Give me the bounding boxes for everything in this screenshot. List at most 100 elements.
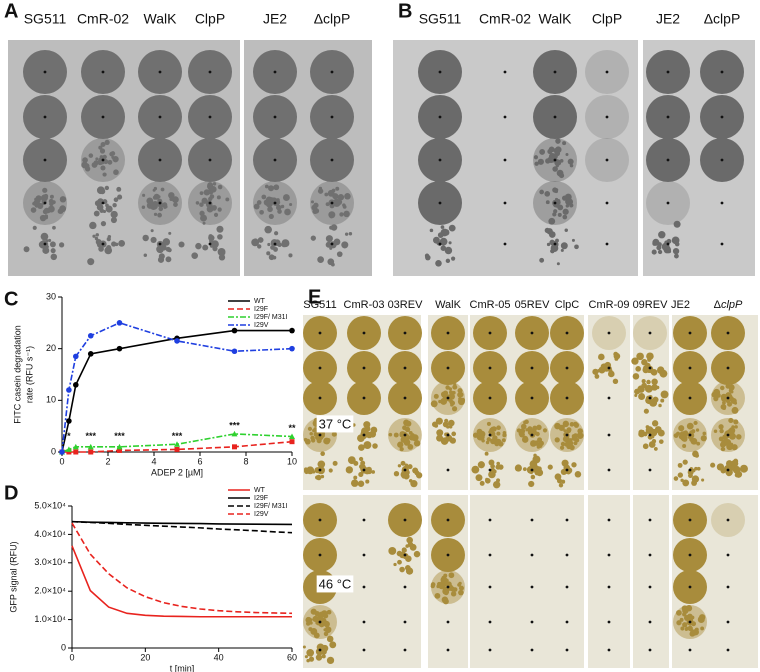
colony	[49, 194, 54, 199]
colony	[326, 609, 332, 615]
inoculation-dot	[553, 242, 557, 246]
colony	[492, 435, 498, 441]
colony	[372, 443, 378, 449]
colony	[49, 201, 54, 207]
inoculation-dot	[607, 553, 611, 557]
colony	[560, 468, 567, 476]
panel-label: A	[4, 0, 18, 22]
colony	[537, 466, 542, 472]
colony	[281, 241, 288, 248]
colony	[334, 203, 338, 207]
colony	[496, 425, 501, 431]
panel-label: B	[398, 0, 412, 22]
colony	[520, 423, 527, 430]
inoculation-dot	[403, 518, 407, 522]
colony	[539, 189, 545, 195]
colony	[59, 196, 67, 203]
colony	[519, 431, 525, 438]
colony	[442, 229, 450, 236]
marker	[117, 447, 122, 453]
colony	[437, 232, 444, 238]
colony	[533, 155, 539, 160]
colony	[696, 466, 701, 471]
colony	[720, 446, 726, 452]
series-line	[61, 321, 293, 453]
colony	[697, 616, 705, 624]
colony	[529, 471, 533, 475]
colony	[85, 166, 91, 172]
colony	[153, 193, 160, 200]
colony	[264, 225, 272, 234]
colony	[332, 460, 338, 466]
marker	[59, 449, 65, 455]
colony	[318, 611, 326, 619]
colony	[39, 214, 47, 222]
colony	[451, 431, 457, 437]
colony	[111, 155, 115, 159]
colony	[502, 433, 507, 438]
y-tick-label: 1.0×10⁴	[34, 614, 66, 624]
colony	[554, 188, 559, 192]
colony	[445, 385, 450, 390]
marker	[174, 441, 180, 447]
colony	[694, 453, 700, 458]
colony	[256, 200, 262, 205]
colony	[199, 210, 205, 216]
colony	[320, 451, 325, 457]
colony	[306, 466, 315, 475]
colony	[481, 439, 485, 443]
colony	[344, 193, 351, 200]
strain-label: CmR-05	[470, 299, 511, 311]
colony	[99, 188, 106, 195]
inoculation-dot	[565, 553, 569, 557]
marker	[174, 446, 180, 452]
colony	[739, 464, 748, 473]
colony	[310, 435, 315, 441]
inoculation-dot	[446, 620, 450, 624]
colony	[522, 467, 527, 472]
colony	[592, 368, 599, 375]
colony	[91, 162, 98, 168]
colony	[413, 550, 421, 558]
inoculation-dot	[530, 648, 534, 652]
inoculation-dot	[158, 201, 162, 205]
strain-label: WalK	[144, 11, 178, 27]
colony	[458, 585, 464, 591]
colony	[560, 242, 568, 250]
inoculation-dot	[488, 648, 492, 652]
colony	[681, 435, 688, 442]
colony	[302, 645, 306, 649]
x-tick-label: 4	[151, 456, 156, 466]
colony	[261, 194, 267, 200]
colony	[720, 385, 725, 391]
colony	[393, 562, 397, 567]
colony	[448, 224, 456, 232]
strain-label: JE2	[263, 11, 287, 27]
colony	[458, 581, 462, 586]
colony	[284, 208, 291, 216]
inoculation-dot	[605, 158, 609, 162]
inoculation-dot	[565, 468, 569, 472]
inoculation-dot	[666, 201, 670, 205]
colony	[195, 242, 202, 250]
colony	[631, 357, 639, 365]
inoculation-dot	[565, 518, 569, 522]
inoculation-dot	[688, 620, 692, 624]
colony	[315, 654, 323, 661]
inoculation-dot	[503, 242, 507, 246]
inoculation-dot	[43, 201, 47, 205]
inoculation-dot	[158, 242, 162, 246]
colony	[685, 608, 689, 613]
inoculation-dot	[530, 518, 534, 522]
colony	[168, 231, 172, 235]
inoculation-dot	[488, 366, 492, 370]
inoculation-dot	[720, 242, 724, 246]
inoculation-dot	[403, 585, 407, 589]
y-tick-label: 0	[61, 642, 66, 652]
inoculation-dot	[403, 553, 407, 557]
colony	[634, 388, 641, 395]
colony	[554, 159, 561, 166]
strain-label: ΔclpP	[714, 299, 743, 311]
colony	[560, 441, 566, 447]
colony	[43, 207, 50, 214]
